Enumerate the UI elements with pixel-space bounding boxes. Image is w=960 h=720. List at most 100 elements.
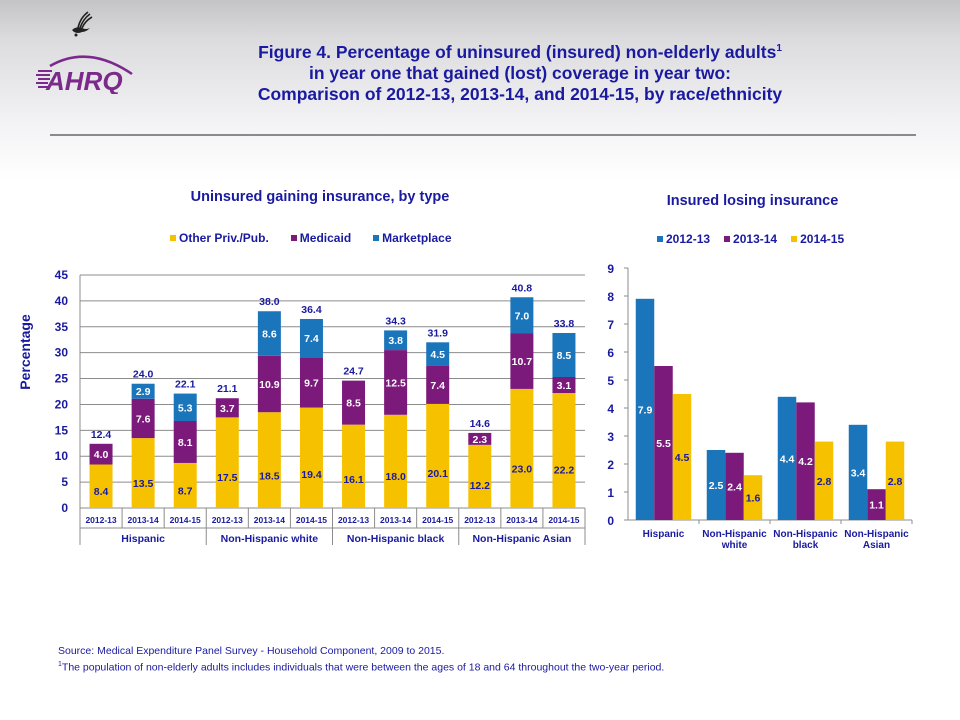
source-note: Source: Medical Expenditure Panel Survey… (58, 645, 445, 657)
bar-segment-medicaid (468, 432, 492, 445)
x-group-label: Non-Hispanic white (221, 533, 319, 545)
hhs-eagle-logo-icon (72, 11, 93, 37)
data-label-medicaid: 12.5 (385, 377, 406, 389)
left-stacked-bar-chart: 0 5 10 15 20 25 30 35 40 45 Percentage 8.4 4.0 12.4 20… (17, 268, 586, 545)
data-label-other: 23.0 (512, 463, 533, 475)
right-grouped-bar-chart: 0 1 2 3 4 5 6 7 8 9 7.9 5.5 4.5 Hispanic 2.5 2.4 1.6 Non-… (607, 262, 913, 551)
bar-segment-medicaid (173, 421, 197, 463)
data-label-medicaid: 3.1 (557, 380, 572, 392)
title-line-2: in year one that gained (lost) coverage … (308, 62, 732, 83)
data-label-marketplace: 3.8 (388, 335, 403, 347)
bar-segment-marketplace (510, 297, 534, 334)
data-label-marketplace: 8.5 (557, 350, 572, 362)
left-chart-title: Uninsured gaining insurance, by type (190, 189, 450, 205)
x-tick-label: 2013-14 (380, 515, 411, 525)
y-tick-label: 5 (61, 475, 68, 489)
y-tick-label: 1 (607, 486, 614, 500)
bar-segment-other (215, 417, 239, 508)
bar-segment-other (89, 464, 113, 508)
x-tick-label: 2013-14 (128, 515, 159, 525)
bar-2012-13 (635, 298, 655, 520)
bar-segment-marketplace (384, 330, 408, 351)
total-label: 33.8 (554, 318, 575, 330)
data-label-marketplace: 8.6 (262, 329, 277, 341)
data-label-medicaid: 10.9 (259, 379, 280, 391)
y-tick-label: 6 (607, 346, 614, 360)
data-label-other: 8.7 (178, 485, 193, 497)
data-label-medicaid: 3.7 (220, 403, 235, 415)
data-label-2013-14: 5.5 (656, 438, 671, 450)
x-group-label: Non-Hispanic Asian (472, 533, 571, 545)
data-label-medicaid: 7.6 (136, 413, 151, 425)
ahrq-logo-icon: AHRQ (36, 55, 133, 94)
total-label: 22.1 (175, 379, 196, 391)
title-footnote-mark: 1 (776, 43, 782, 54)
data-label-medicaid: 10.7 (512, 356, 533, 368)
x-tick-label: 2014-15 (422, 515, 453, 525)
data-label-2013-14: 4.2 (798, 456, 813, 468)
bar-segment-medicaid (426, 365, 450, 404)
x-tick-label: 2012-13 (338, 515, 369, 525)
x-tick-label: Hispanic (643, 529, 685, 540)
bar-segment-other (257, 412, 281, 508)
legend-swatch-medicaid (290, 235, 297, 241)
legend-swatch-2014-15 (791, 236, 798, 242)
bar-segment-other (342, 424, 366, 508)
bar-segment-other (173, 462, 197, 508)
total-label: 31.9 (427, 327, 448, 339)
legend-label-marketplace: Marketplace (382, 231, 452, 245)
ahrq-logo-text: AHRQ (45, 66, 123, 94)
data-label-other: 13.5 (133, 478, 154, 490)
title-line-1: Figure 4. Percentage of uninsured (insur… (258, 41, 777, 62)
data-label-medicaid: 4.0 (94, 449, 109, 461)
legend-label-other: Other Priv./Pub. (179, 231, 269, 245)
legend-item-marketplace: Marketplace (373, 231, 452, 245)
data-label-2013-14: 1.1 (869, 500, 884, 512)
y-tick-label: 9 (607, 262, 614, 276)
y-tick-label: 0 (61, 501, 68, 515)
total-label: 21.1 (217, 383, 238, 395)
legend-label-2013-14: 2013-14 (733, 232, 778, 246)
total-label: 24.7 (343, 366, 364, 378)
y-tick-label: 5 (607, 374, 614, 388)
data-label-2012-13: 2.5 (709, 480, 724, 492)
legend-label-medicaid: Medicaid (299, 231, 352, 245)
data-label-other: 19.4 (301, 469, 322, 481)
y-tick-label: 30 (55, 346, 69, 360)
y-tick-label: 0 (607, 514, 614, 528)
bar-2013-14 (725, 452, 744, 520)
total-label: 24.0 (133, 369, 154, 381)
data-label-medicaid: 8.1 (178, 437, 193, 449)
y-tick-label: 4 (607, 402, 614, 416)
total-label: 36.4 (301, 304, 322, 316)
bar-2014-15 (885, 441, 905, 520)
legend-label-2014-15: 2014-15 (800, 232, 845, 246)
y-tick-label: 25 (55, 372, 69, 386)
total-label: 38.0 (259, 296, 280, 308)
data-label-other: 20.1 (427, 468, 448, 480)
x-tick-label: 2014-15 (170, 515, 201, 525)
total-label: 34.3 (385, 315, 406, 327)
right-chart-legend: 2012-13 2013-14 2014-15 (657, 232, 844, 246)
legend-swatch-2012-13 (657, 236, 663, 242)
x-tick-label: 2014-15 (548, 515, 579, 525)
population-note-text: The population of non-elderly adults inc… (61, 661, 665, 674)
data-label-2014-15: 1.6 (746, 493, 761, 505)
bar-segment-medicaid (257, 355, 281, 413)
header-divider (50, 134, 916, 136)
left-chart-legend: Other Priv./Pub. Medicaid Marketplace (170, 231, 452, 245)
bar-segment-marketplace (131, 383, 155, 399)
bar-segment-other (299, 407, 323, 508)
bar-2014-15 (672, 394, 692, 520)
y-tick-label: 35 (55, 320, 69, 334)
y-tick-label: 45 (55, 268, 69, 282)
bar-segment-marketplace (173, 393, 197, 422)
bar-segment-medicaid (215, 398, 239, 418)
bar-segment-other (426, 403, 450, 508)
footnotes: Source: Medical Expenditure Panel Survey… (58, 644, 664, 675)
bar-segment-other (384, 414, 408, 508)
bar-segment-medicaid (552, 377, 576, 394)
bar-segment-medicaid (510, 333, 534, 389)
x-tick-label: 2013-14 (506, 515, 537, 525)
data-label-marketplace: 7.4 (304, 333, 319, 345)
